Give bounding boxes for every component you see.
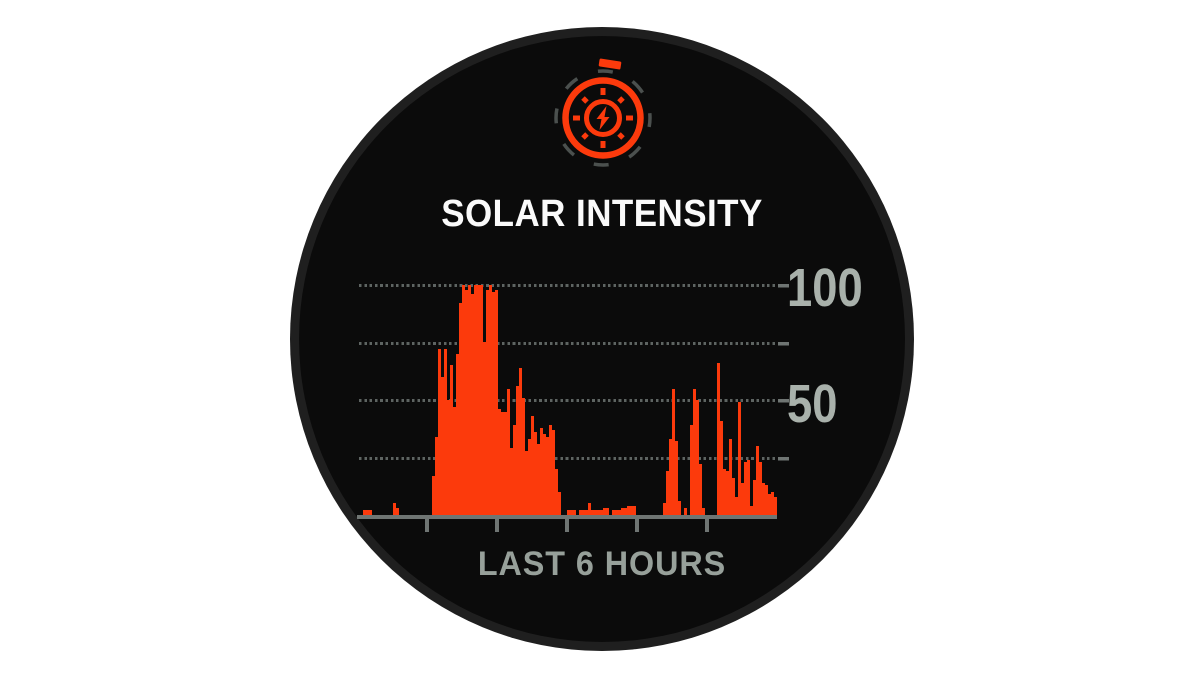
y-axis-label-50: 50 xyxy=(787,374,838,434)
icon-sun-rings xyxy=(562,77,644,159)
icon-sun-rays xyxy=(573,88,633,148)
icon-dashed-ring xyxy=(554,69,652,167)
y-axis-label-100: 100 xyxy=(787,258,863,318)
watch-screen[interactable] xyxy=(299,36,905,642)
x-axis-caption: LAST 6 HOURS xyxy=(477,545,727,583)
solar-intensity-icon xyxy=(554,58,652,167)
watch-bezel: SOLAR INTENSITY 100 50 LAST 6 HOURS xyxy=(290,27,914,651)
chart-x-axis xyxy=(357,515,777,532)
icon-crown xyxy=(598,58,622,70)
chart-gridlines xyxy=(359,283,789,461)
page-title: SOLAR INTENSITY xyxy=(441,193,763,235)
lightning-bolt-icon xyxy=(596,106,610,130)
solar-intensity-bars xyxy=(363,285,777,515)
solar-intensity-chart xyxy=(357,283,789,532)
